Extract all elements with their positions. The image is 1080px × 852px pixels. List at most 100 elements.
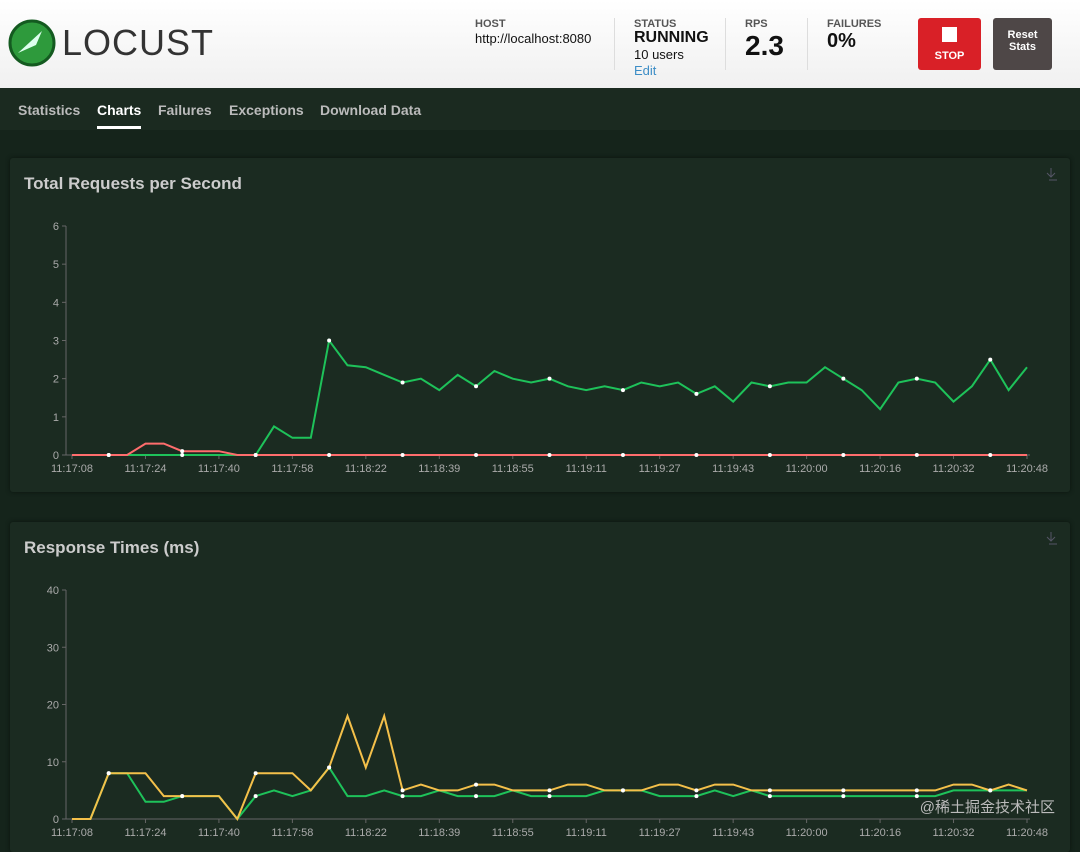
- separator: [725, 18, 726, 70]
- download-icon[interactable]: [1046, 532, 1057, 545]
- tab[interactable]: Download Data: [320, 102, 422, 118]
- data-point: [253, 794, 258, 799]
- watermark: @稀土掘金技术社区: [920, 799, 1055, 816]
- x-tick-label: 11:17:08: [51, 463, 93, 475]
- series-line: [72, 712, 1028, 821]
- x-tick-label: 11:18:55: [492, 463, 534, 475]
- x-tick-label: 11:18:39: [418, 463, 460, 475]
- data-point: [914, 794, 919, 799]
- y-tick-label: 10: [47, 757, 59, 769]
- data-point: [400, 453, 405, 457]
- download-icon[interactable]: [1046, 168, 1057, 181]
- x-tick-label: 11:17:24: [124, 827, 166, 839]
- data-point: [620, 788, 625, 793]
- x-tick-label: 11:20:48: [1006, 827, 1048, 839]
- x-tick-label: 11:18:22: [345, 463, 387, 475]
- stop-button[interactable]: STOP: [918, 18, 981, 70]
- data-point: [767, 788, 772, 793]
- data-point: [253, 453, 258, 457]
- chart-panel: [10, 158, 1070, 492]
- x-tick-label: 11:19:27: [639, 827, 681, 839]
- data-point: [327, 453, 332, 457]
- header: LOCUST HOST http://localhost:8080 STATUS…: [0, 0, 1080, 88]
- status: RUNNING: [634, 29, 709, 46]
- x-tick-label: 11:20:16: [859, 827, 901, 839]
- y-tick-label: 6: [53, 221, 59, 233]
- data-point: [694, 788, 699, 793]
- logo-text: LOCUST: [62, 22, 215, 63]
- x-tick-label: 11:20:00: [786, 463, 828, 475]
- data-point: [547, 794, 552, 799]
- x-tick-label: 11:19:27: [639, 463, 681, 475]
- data-point: [694, 391, 699, 396]
- data-point: [547, 453, 552, 457]
- y-tick-label: 20: [47, 700, 59, 712]
- data-point: [767, 384, 772, 389]
- data-point: [400, 788, 405, 793]
- stop-text: STOP: [934, 50, 965, 62]
- data-point: [914, 376, 919, 381]
- host-label: HOST: [475, 18, 506, 30]
- data-point: [988, 357, 993, 362]
- x-tick-label: 11:17:08: [51, 827, 93, 839]
- x-tick-label: 11:18:39: [418, 827, 460, 839]
- data-point: [474, 384, 479, 389]
- data-point: [694, 794, 699, 799]
- data-point: [914, 453, 919, 457]
- x-tick-label: 11:20:32: [933, 463, 975, 475]
- chart-title: Response Times (ms): [24, 538, 199, 557]
- data-point: [547, 376, 552, 381]
- chart-title: Total Requests per Second: [24, 174, 242, 193]
- data-point: [106, 771, 111, 776]
- data-point: [841, 794, 846, 799]
- data-point: [106, 453, 111, 457]
- data-point: [400, 794, 405, 799]
- data-point: [988, 453, 993, 457]
- data-point: [841, 788, 846, 793]
- tab[interactable]: Exceptions: [229, 102, 304, 118]
- x-tick-label: 11:17:40: [198, 463, 240, 475]
- x-tick-label: 11:19:43: [712, 827, 754, 839]
- y-tick-label: 5: [53, 259, 59, 271]
- x-tick-label: 11:17:58: [271, 463, 313, 475]
- x-tick-label: 11:17:58: [271, 827, 313, 839]
- x-tick-label: 11:18:22: [345, 827, 387, 839]
- tab[interactable]: Failures: [158, 102, 212, 118]
- tab[interactable]: Charts: [97, 102, 142, 129]
- status-label: STATUS: [634, 18, 677, 30]
- x-tick-label: 11:18:55: [492, 827, 534, 839]
- data-point: [400, 380, 405, 385]
- edit-link[interactable]: Edit: [634, 63, 657, 78]
- x-tick-label: 11:20:48: [1006, 463, 1048, 475]
- y-tick-label: 1: [53, 412, 59, 424]
- x-tick-label: 11:19:11: [566, 463, 607, 475]
- x-tick-label: 11:20:00: [786, 827, 828, 839]
- reset-button[interactable]: Reset Stats: [993, 18, 1052, 70]
- y-tick-label: 30: [47, 642, 59, 654]
- logo-icon: [8, 19, 56, 67]
- x-tick-label: 11:20:16: [859, 463, 901, 475]
- users: 10 users: [634, 47, 684, 62]
- data-point: [914, 788, 919, 793]
- x-tick-label: 11:19:11: [566, 827, 607, 839]
- x-tick-label: 11:20:32: [933, 827, 975, 839]
- data-point: [841, 376, 846, 381]
- data-point: [474, 782, 479, 787]
- y-tick-label: 40: [47, 585, 59, 597]
- y-tick-label: 0: [53, 814, 59, 826]
- y-tick-label: 0: [53, 450, 59, 462]
- data-point: [253, 771, 258, 776]
- data-point: [474, 794, 479, 799]
- data-point: [841, 453, 846, 457]
- rps: 2.3: [745, 30, 784, 61]
- separator: [807, 18, 808, 70]
- y-tick-label: 2: [53, 374, 59, 386]
- tab-bar: Statistics Charts Failures Exceptions Downlo…: [0, 88, 1080, 130]
- x-tick-label: 11:17:24: [124, 463, 166, 475]
- host: http://localhost:8080: [475, 31, 592, 46]
- data-point: [547, 788, 552, 793]
- x-tick-label: 11:19:43: [712, 463, 754, 475]
- tab[interactable]: Statistics: [18, 102, 81, 118]
